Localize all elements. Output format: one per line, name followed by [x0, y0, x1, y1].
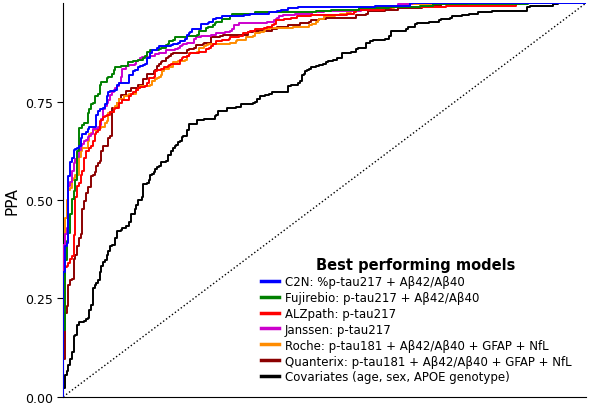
Quanterix: p-tau181 + Aβ42/Aβ40 + GFAP + NfL: (0.0633, 0.57): p-tau181 + Aβ42/Aβ40 + GFAP + NfL: (0.06… [93, 171, 100, 175]
C2N: %p-tau217 + Aβ42/Aβ40: (0.813, 1): %p-tau217 + Aβ42/Aβ40: (0.813, 1) [485, 2, 492, 7]
Janssen: p-tau217: (0.597, 0.983): p-tau217: (0.597, 0.983) [372, 8, 379, 13]
ALZpath: p-tau217: (0.873, 1): p-tau217: (0.873, 1) [516, 2, 523, 7]
Covariates (age, sex, APOE genotype) [555, 2, 562, 7]
Line: C2N: %p-tau217 + Aβ42/Aβ40: C2N: %p-tau217 + Aβ42/Aβ40 [63, 4, 586, 397]
Janssen: p-tau217: (0.41, 0.96): p-tau217: (0.41, 0.96) [274, 18, 281, 22]
Roche: p-tau181 + Aβ42/Aβ40 + GFAP + NfL: (0.197, 0.833): p-tau181 + Aβ42/Aβ40 + GFAP + NfL: (0.19… [162, 67, 169, 72]
ALZpath: p-tau217: (0.267, 0.877): p-tau217: (0.267, 0.877) [199, 50, 206, 55]
C2N: %p-tau217 + Aβ42/Aβ40: (0, 0): %p-tau217 + Aβ42/Aβ40: (0, 0) [60, 394, 67, 399]
Covariates (age, sex, APOE genotype) [493, 9, 500, 14]
Fujirebio: p-tau217 + Aβ42/Aβ40: (0.89, 1): p-tau217 + Aβ42/Aβ40: (0.89, 1) [525, 2, 532, 7]
Covariates (age, sex, APOE genotype) [399, 29, 407, 34]
Line: Quanterix: p-tau181 + Aβ42/Aβ40 + GFAP + NfL: Quanterix: p-tau181 + Aβ42/Aβ40 + GFAP +… [63, 4, 586, 397]
Fujirebio: p-tau217 + Aβ42/Aβ40: (0.16, 0.87): p-tau217 + Aβ42/Aβ40: (0.16, 0.87) [143, 53, 150, 58]
Quanterix: p-tau181 + Aβ42/Aβ40 + GFAP + NfL: (0, 0): p-tau181 + Aβ42/Aβ40 + GFAP + NfL: (0, 0… [60, 394, 67, 399]
Janssen: p-tau217: (0.243, 0.9): p-tau217: (0.243, 0.9) [187, 41, 194, 46]
Line: Covariates (age, sex, APOE genotype): Covariates (age, sex, APOE genotype) [63, 4, 586, 397]
Covariates (age, sex, APOE genotype) [582, 2, 589, 7]
Line: Janssen: p-tau217: Janssen: p-tau217 [63, 4, 586, 397]
ALZpath: p-tau217: (1, 1): p-tau217: (1, 1) [582, 2, 589, 7]
Janssen: p-tau217: (0, 0): p-tau217: (0, 0) [60, 394, 67, 399]
Roche: p-tau181 + Aβ42/Aβ40 + GFAP + NfL: (0.433, 0.937): p-tau181 + Aβ42/Aβ40 + GFAP + NfL: (0.43… [286, 27, 293, 31]
Roche: p-tau181 + Aβ42/Aβ40 + GFAP + NfL: (0.03, 0.603): p-tau181 + Aβ42/Aβ40 + GFAP + NfL: (0.03… [76, 157, 83, 162]
Roche: p-tau181 + Aβ42/Aβ40 + GFAP + NfL: (0.597, 0.983): p-tau181 + Aβ42/Aβ40 + GFAP + NfL: (0.59… [372, 8, 379, 13]
Quanterix: p-tau181 + Aβ42/Aβ40 + GFAP + NfL: (0.253, 0.89): p-tau181 + Aβ42/Aβ40 + GFAP + NfL: (0.25… [192, 45, 199, 50]
C2N: %p-tau217 + Aβ42/Aβ40: (0.02, 0.613): %p-tau217 + Aβ42/Aβ40: (0.02, 0.613) [70, 153, 77, 158]
Janssen: p-tau217: (0.813, 1): p-tau217: (0.813, 1) [485, 2, 492, 7]
Janssen: p-tau217: (0.667, 1): p-tau217: (0.667, 1) [408, 2, 415, 7]
Quanterix: p-tau181 + Aβ42/Aβ40 + GFAP + NfL: (0.6, 0.98): p-tau181 + Aβ42/Aβ40 + GFAP + NfL: (0.6,… [373, 9, 381, 14]
Covariates (age, sex, APOE genotype) [60, 394, 67, 399]
ALZpath: p-tau217: (0, 0): p-tau217: (0, 0) [60, 394, 67, 399]
ALZpath: p-tau217: (0.817, 0.993): p-tau217: (0.817, 0.993) [487, 4, 494, 9]
Fujirebio: p-tau217 + Aβ42/Aβ40: (1, 1): p-tau217 + Aβ42/Aβ40: (1, 1) [582, 2, 589, 7]
C2N: %p-tau217 + Aβ42/Aβ40: (1, 1): %p-tau217 + Aβ42/Aβ40: (1, 1) [582, 2, 589, 7]
Legend: C2N: %p-tau217 + Aβ42/Aβ40, Fujirebio: p-tau217 + Aβ42/Aβ40, ALZpath: p-tau217, : C2N: %p-tau217 + Aβ42/Aβ40, Fujirebio: p… [257, 254, 575, 387]
Janssen: p-tau217: (1, 1): p-tau217: (1, 1) [582, 2, 589, 7]
Roche: p-tau181 + Aβ42/Aβ40 + GFAP + NfL: (0, 0): p-tau181 + Aβ42/Aβ40 + GFAP + NfL: (0, 0… [60, 394, 67, 399]
C2N: %p-tau217 + Aβ42/Aβ40: (0.663, 1): %p-tau217 + Aβ42/Aβ40: (0.663, 1) [407, 2, 414, 7]
Fujirebio: p-tau217 + Aβ42/Aβ40: (0.393, 0.977): p-tau217 + Aβ42/Aβ40: (0.393, 0.977) [265, 11, 272, 16]
Y-axis label: PPA: PPA [4, 187, 19, 214]
Line: Roche: p-tau181 + Aβ42/Aβ40 + GFAP + NfL: Roche: p-tau181 + Aβ42/Aβ40 + GFAP + NfL [63, 4, 586, 397]
Quanterix: p-tau181 + Aβ42/Aβ40 + GFAP + NfL: (0.813, 1): p-tau181 + Aβ42/Aβ40 + GFAP + NfL: (0.81… [485, 2, 492, 7]
Quanterix: p-tau181 + Aβ42/Aβ40 + GFAP + NfL: (0.773, 1): p-tau181 + Aβ42/Aβ40 + GFAP + NfL: (0.77… [464, 2, 471, 7]
Quanterix: p-tau181 + Aβ42/Aβ40 + GFAP + NfL: (0.183, 0.847): p-tau181 + Aβ42/Aβ40 + GFAP + NfL: (0.18… [155, 62, 162, 67]
ALZpath: p-tau217: (0.04, 0.593): p-tau217: (0.04, 0.593) [80, 162, 87, 166]
Fujirebio: p-tau217 + Aβ42/Aβ40: (0.0267, 0.607): p-tau217 + Aβ42/Aβ40: (0.0267, 0.607) [74, 156, 81, 161]
Janssen: p-tau217: (0.0267, 0.607): p-tau217: (0.0267, 0.607) [74, 156, 81, 161]
Covariates (age, sex, APOE genotype) [135, 202, 142, 207]
Line: Fujirebio: p-tau217 + Aβ42/Aβ40: Fujirebio: p-tau217 + Aβ42/Aβ40 [63, 4, 586, 397]
Janssen: p-tau217: (0.167, 0.863): p-tau217: (0.167, 0.863) [147, 55, 154, 60]
Fujirebio: p-tau217 + Aβ42/Aβ40: (0.593, 0.987): p-tau217 + Aβ42/Aβ40: (0.593, 0.987) [370, 7, 377, 12]
Fujirebio: p-tau217 + Aβ42/Aβ40: (0.813, 0.997): p-tau217 + Aβ42/Aβ40: (0.813, 0.997) [485, 3, 492, 8]
Quanterix: p-tau181 + Aβ42/Aβ40 + GFAP + NfL: (0.43, 0.94): p-tau181 + Aβ42/Aβ40 + GFAP + NfL: (0.43… [284, 25, 291, 30]
Roche: p-tau181 + Aβ42/Aβ40 + GFAP + NfL: (0.813, 1): p-tau181 + Aβ42/Aβ40 + GFAP + NfL: (0.81… [485, 2, 492, 7]
C2N: %p-tau217 + Aβ42/Aβ40: (0.167, 0.863): %p-tau217 + Aβ42/Aβ40: (0.167, 0.863) [147, 55, 154, 60]
ALZpath: p-tau217: (0.597, 0.983): p-tau217: (0.597, 0.983) [372, 8, 379, 13]
Quanterix: p-tau181 + Aβ42/Aβ40 + GFAP + NfL: (1, 1): p-tau181 + Aβ42/Aβ40 + GFAP + NfL: (1, 1… [582, 2, 589, 7]
ALZpath: p-tau217: (0.193, 0.837): p-tau217: (0.193, 0.837) [160, 66, 168, 71]
Roche: p-tau181 + Aβ42/Aβ40 + GFAP + NfL: (1, 1): p-tau181 + Aβ42/Aβ40 + GFAP + NfL: (1, 1… [582, 2, 589, 7]
C2N: %p-tau217 + Aβ42/Aβ40: (0.393, 0.977): %p-tau217 + Aβ42/Aβ40: (0.393, 0.977) [265, 11, 272, 16]
Covariates (age, sex, APOE genotype) [258, 94, 266, 99]
C2N: %p-tau217 + Aβ42/Aβ40: (0.59, 0.99): %p-tau217 + Aβ42/Aβ40: (0.59, 0.99) [368, 6, 375, 11]
Covariates (age, sex, APOE genotype) [330, 59, 337, 64]
Covariates (age, sex, APOE genotype) [218, 109, 225, 114]
Fujirebio: p-tau217 + Aβ42/Aβ40: (0, 0): p-tau217 + Aβ42/Aβ40: (0, 0) [60, 394, 67, 399]
C2N: %p-tau217 + Aβ42/Aβ40: (0.233, 0.91): %p-tau217 + Aβ42/Aβ40: (0.233, 0.91) [182, 37, 189, 42]
Line: ALZpath: p-tau217: ALZpath: p-tau217 [63, 4, 586, 397]
Fujirebio: p-tau217 + Aβ42/Aβ40: (0.23, 0.913): p-tau217 + Aβ42/Aβ40: (0.23, 0.913) [180, 36, 187, 40]
Roche: p-tau181 + Aβ42/Aβ40 + GFAP + NfL: (0.26, 0.883): p-tau181 + Aβ42/Aβ40 + GFAP + NfL: (0.26… [195, 47, 202, 52]
Roche: p-tau181 + Aβ42/Aβ40 + GFAP + NfL: (0.707, 1): p-tau181 + Aβ42/Aβ40 + GFAP + NfL: (0.70… [429, 2, 436, 7]
ALZpath: p-tau217: (0.413, 0.957): p-tau217: (0.413, 0.957) [276, 19, 283, 24]
